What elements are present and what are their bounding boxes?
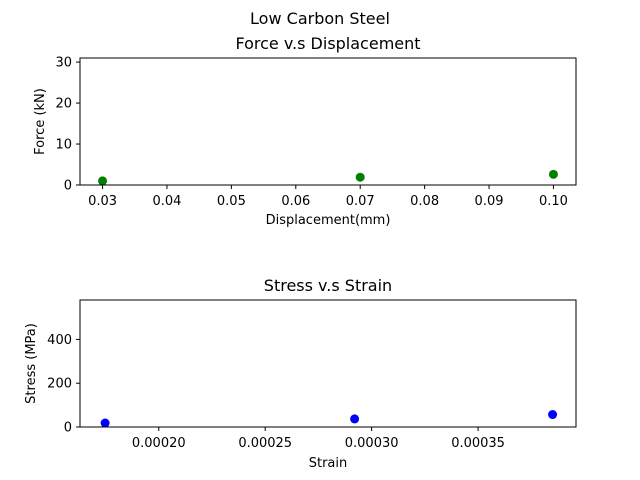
data-point: [98, 176, 108, 186]
x-tick-label: 0.00025: [238, 436, 292, 451]
data-point: [100, 418, 110, 428]
data-point: [355, 172, 365, 182]
y-tick-label: 30: [55, 56, 72, 71]
y-tick-label: 400: [47, 333, 72, 348]
force-displacement-plot: Force v.s Displacement 0.03 0.04 0.05 0.06 0…: [33, 34, 577, 228]
x-tick-label: 0.00030: [345, 436, 399, 451]
x-tick-label: 0.07: [346, 194, 375, 209]
data-point: [548, 410, 558, 420]
axes-frame: [79, 57, 577, 186]
x-axis-label: Displacement(mm): [266, 213, 391, 228]
x-tick-label: 0.00020: [132, 436, 186, 451]
x-tick-label: 0.08: [410, 194, 439, 209]
y-tick-label: 200: [47, 377, 72, 392]
x-axis-label: Strain: [309, 456, 348, 471]
x-tick-label: 0.06: [281, 194, 310, 209]
x-tick-label: 0.05: [217, 194, 246, 209]
y-axis-label: Stress (MPa): [24, 323, 39, 404]
y-axis-label: Force (kN): [33, 88, 48, 155]
plot-title: Force v.s Displacement: [235, 34, 420, 53]
x-tick-label: 0.04: [152, 194, 181, 209]
axes-frame: [79, 299, 577, 428]
figure-suptitle: Low Carbon Steel: [250, 9, 390, 28]
x-tick-label: 0.10: [539, 194, 568, 209]
x-tick-label: 0.00035: [451, 436, 505, 451]
x-tick-label: 0.09: [475, 194, 504, 209]
data-point: [548, 169, 558, 179]
x-tick-label: 0.03: [88, 194, 117, 209]
stress-strain-plot: Stress v.s Strain 0.00020 0.00025 0.00030 0…: [24, 276, 577, 471]
data-point: [350, 414, 360, 424]
x-ticks: 0.00020 0.00025 0.00030 0.00035: [132, 427, 505, 451]
plot-title: Stress v.s Strain: [264, 276, 392, 295]
y-ticks: 0 10 20 30: [55, 56, 80, 194]
y-tick-label: 0: [64, 179, 72, 194]
y-tick-label: 10: [55, 138, 72, 153]
data-points: [100, 410, 558, 428]
x-ticks: 0.03 0.04 0.05 0.06 0.07 0.08 0.09 0.10: [88, 185, 568, 209]
y-tick-label: 20: [55, 97, 72, 112]
y-tick-label: 0: [64, 421, 72, 436]
y-ticks: 0 200 400: [47, 333, 80, 436]
data-points: [98, 169, 558, 186]
